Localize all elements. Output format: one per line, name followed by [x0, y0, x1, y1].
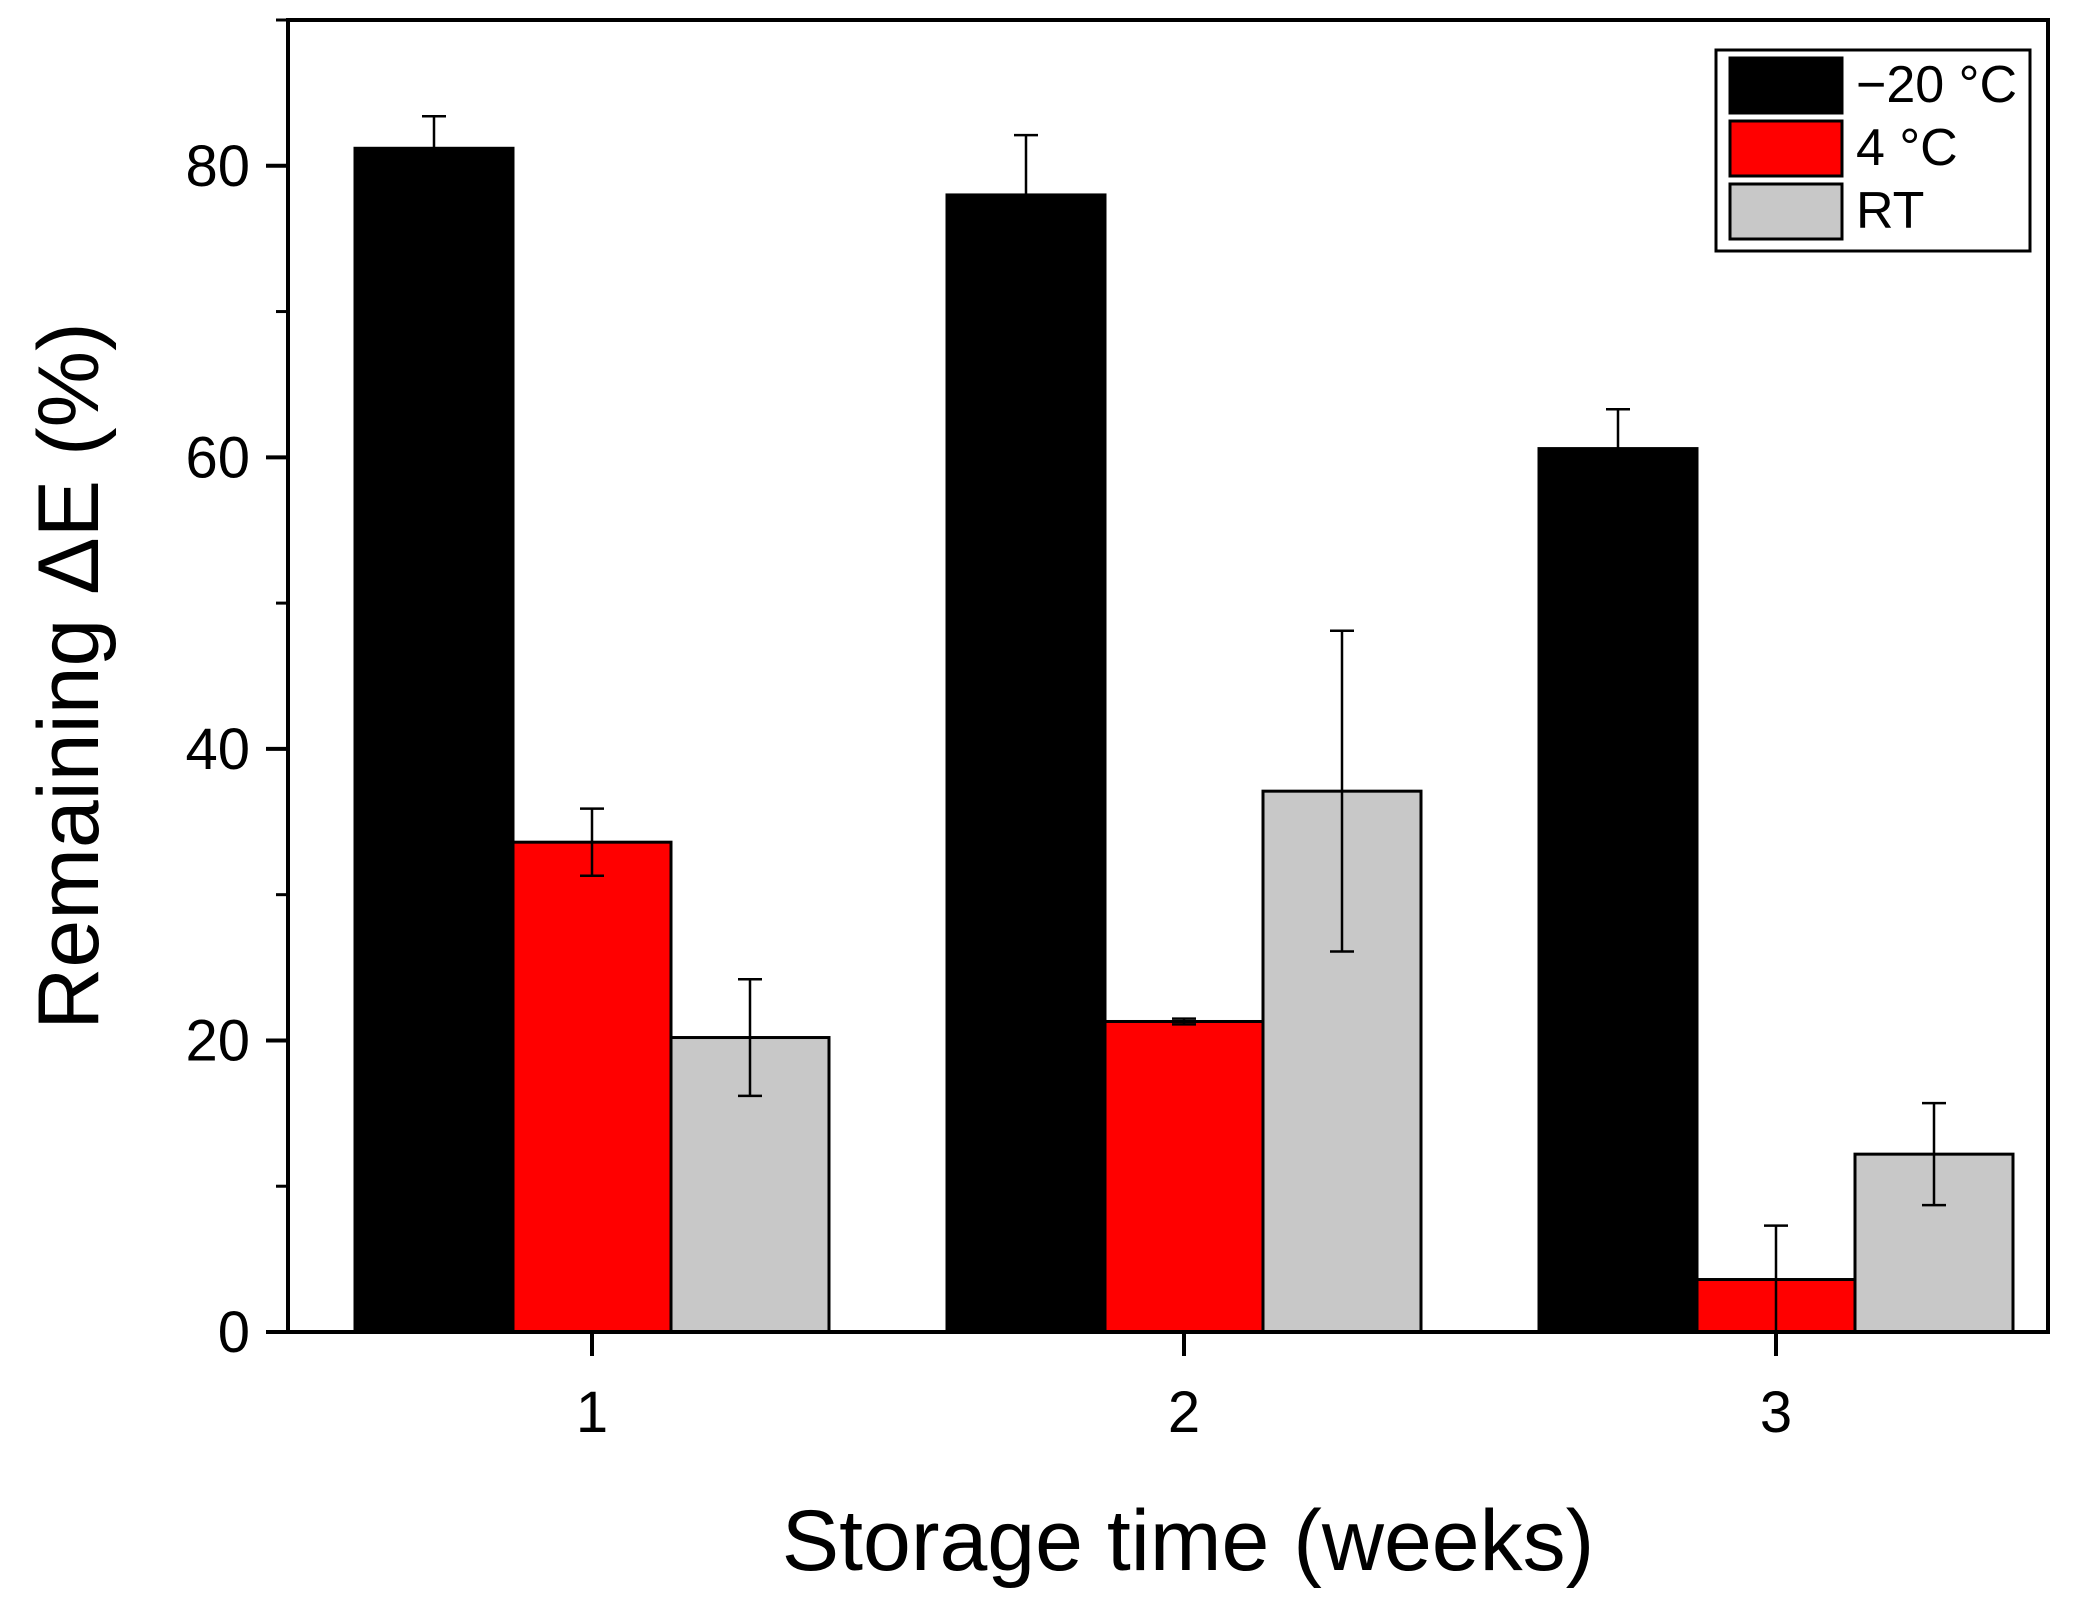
bars-layer — [353, 114, 2015, 1334]
legend-label-3: RT — [1856, 182, 1924, 240]
bar-series2-cat1 — [511, 840, 673, 1334]
legend-label-2: 4 °C — [1856, 119, 1958, 177]
legend-label-1: −20 °C — [1856, 56, 2017, 114]
bar-series2-cat2 — [1103, 1019, 1265, 1334]
x-tick-label: 2 — [1168, 1380, 1200, 1445]
bar-series1-cat3 — [1537, 447, 1699, 1334]
plot-frame — [286, 18, 2050, 1334]
y-tick-label: 40 — [185, 717, 250, 782]
y-axis-title: Remaining ΔE (%) — [21, 322, 117, 1029]
y-tick-label: 80 — [185, 134, 250, 199]
legend: −20 °C4 °CRT — [1714, 48, 2032, 253]
y-tick-label: 0 — [218, 1300, 250, 1365]
bar-series1-cat1 — [353, 146, 515, 1334]
axes-layer — [266, 18, 2050, 1356]
y-tick-label: 60 — [185, 425, 250, 490]
labels-layer: 0 20 40 60 80 1 2 3 Storage time (weeks) Remainin… — [21, 134, 1792, 1589]
y-tick-label: 20 — [185, 1008, 250, 1073]
x-axis-title: Storage time (weeks) — [782, 1493, 1595, 1589]
x-tick-label: 1 — [576, 1380, 608, 1445]
bar-series1-cat2 — [945, 193, 1107, 1334]
legend-swatch-2 — [1728, 119, 1844, 178]
x-tick-label: 3 — [1760, 1380, 1792, 1445]
legend-swatch-1 — [1728, 56, 1844, 115]
legend-swatch-3 — [1728, 182, 1844, 241]
